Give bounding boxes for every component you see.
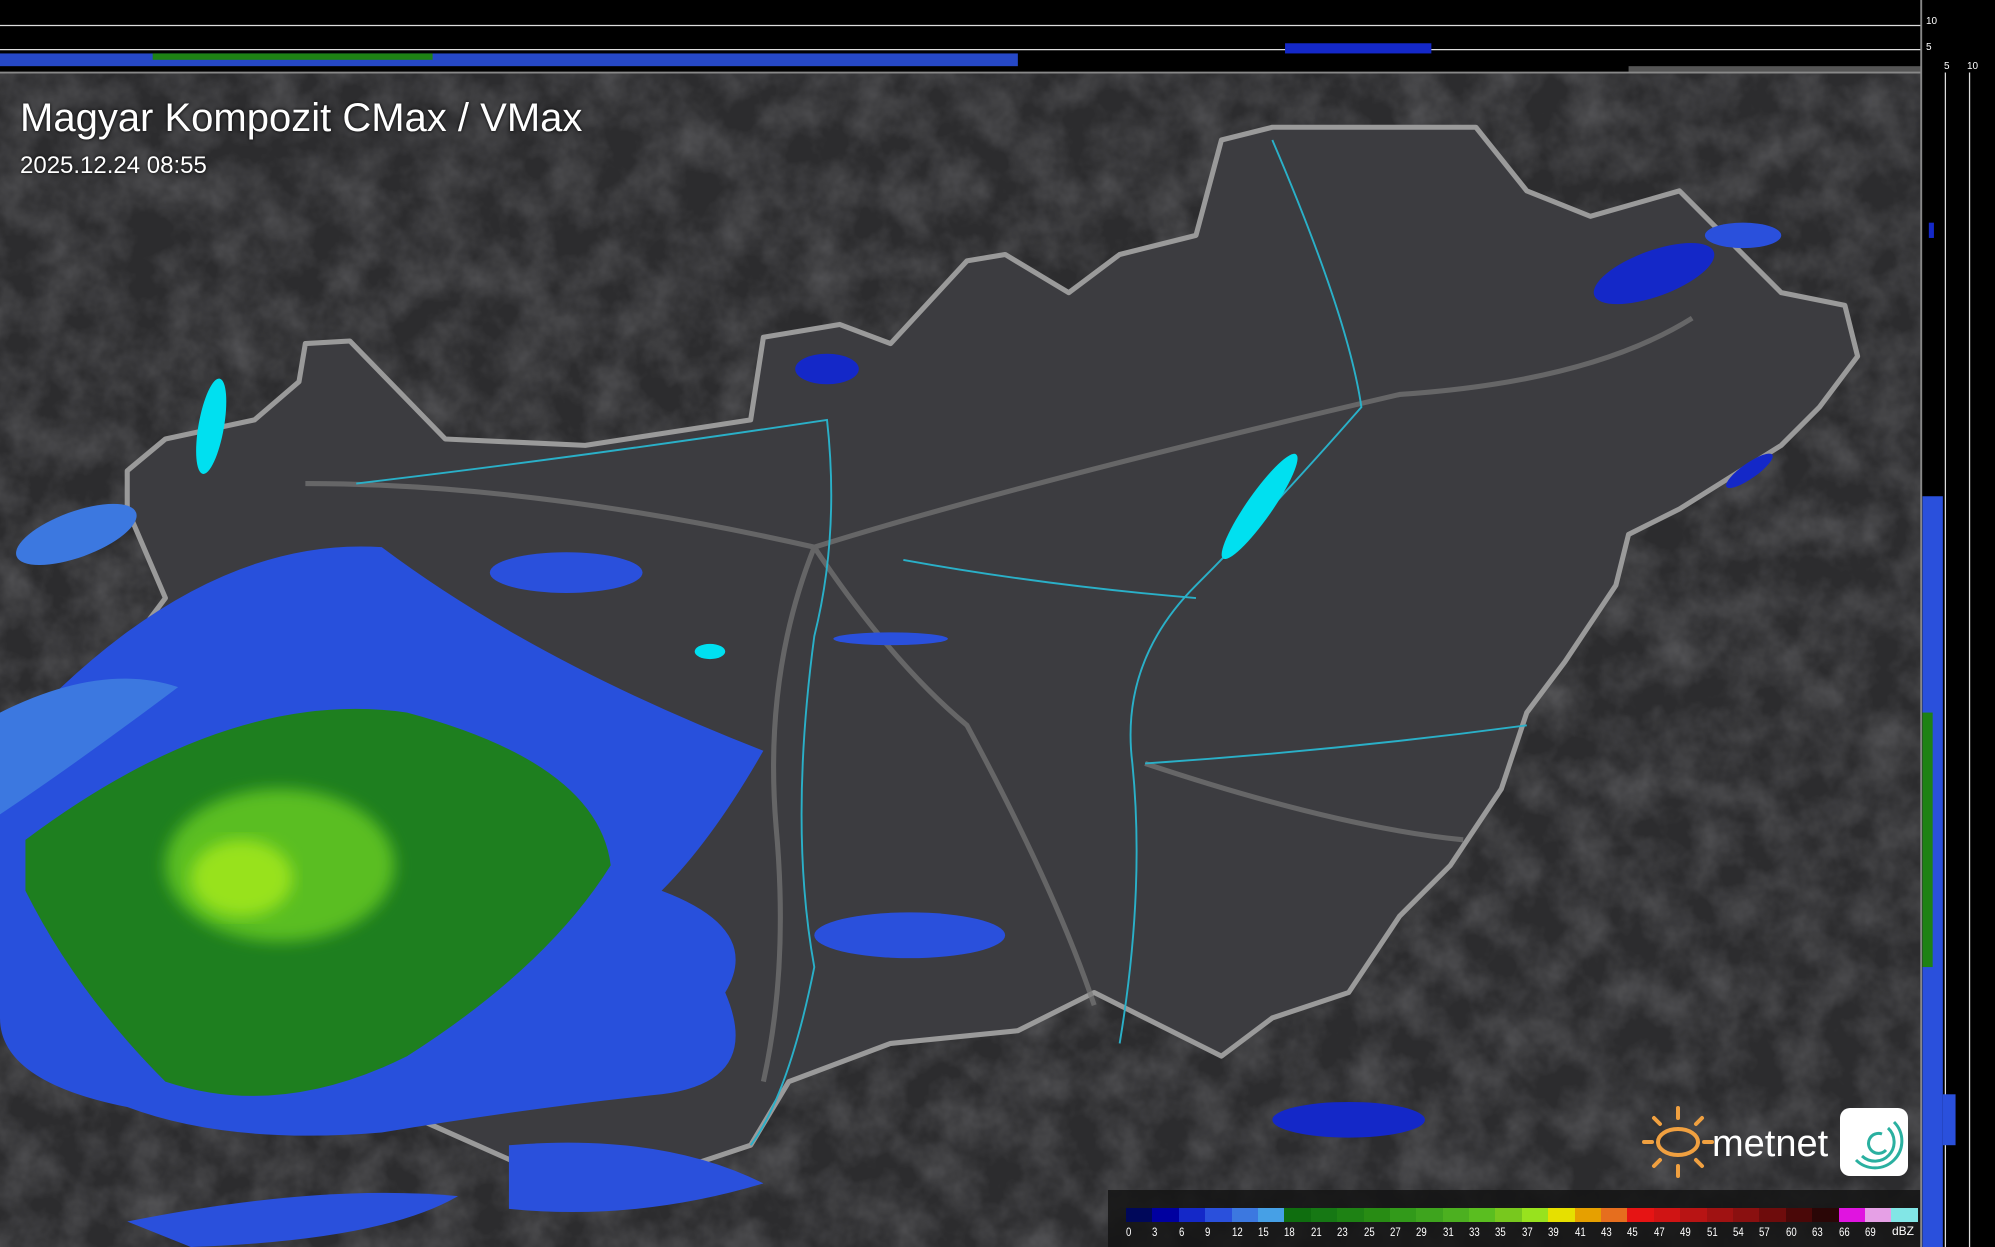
page-title: Magyar Kompozit CMax / VMax (20, 96, 583, 140)
legend-label: 31 (1442, 1225, 1454, 1239)
legend-label: 15 (1257, 1225, 1269, 1239)
legend-swatch (1257, 1208, 1285, 1222)
legend-swatch (1126, 1208, 1153, 1222)
legend-label: 33 (1469, 1225, 1480, 1239)
lake-neusiedl (196, 378, 227, 474)
legend-unit: dBZ (1891, 1224, 1914, 1238)
legend-label: 27 (1389, 1225, 1401, 1239)
timestamp: 2025.12.24 08:55 (20, 152, 207, 179)
legend-label: 0 (1126, 1225, 1132, 1239)
legend-swatch (1706, 1208, 1733, 1222)
lake-balaton (1221, 453, 1298, 560)
legend-swatch (1469, 1208, 1496, 1222)
legend-swatch (1548, 1208, 1575, 1222)
legend-label: 37 (1521, 1225, 1533, 1239)
legend-label: 43 (1601, 1225, 1612, 1239)
legend-swatch (1363, 1208, 1390, 1222)
legend-label: 57 (1759, 1225, 1771, 1239)
legend-label: 49 (1680, 1225, 1691, 1239)
legend-swatch (1442, 1208, 1470, 1222)
legend-swatch (1205, 1208, 1232, 1222)
legend-label: 12 (1231, 1225, 1243, 1239)
profile-tick-5: 5 (1926, 42, 1932, 53)
legend-swatch (1231, 1208, 1258, 1222)
legend-swatch (1601, 1208, 1628, 1222)
legend-label: 35 (1495, 1225, 1507, 1239)
legend-swatch (1759, 1208, 1786, 1222)
legend-label: 60 (1785, 1225, 1797, 1239)
legend-label: 25 (1363, 1225, 1375, 1239)
legend-swatch (1284, 1208, 1311, 1222)
legend-swatch (1152, 1208, 1179, 1222)
metnet-wordmark: metnet (1712, 1123, 1829, 1165)
legend-swatch (1680, 1208, 1707, 1222)
legend-swatch (1653, 1208, 1681, 1222)
legend-swatch (1389, 1208, 1417, 1222)
legend-swatch (1416, 1208, 1443, 1222)
app-icon (1840, 1108, 1908, 1176)
legend-label: 63 (1812, 1225, 1823, 1239)
sun-icon (1642, 1106, 1714, 1178)
legend-swatch (1785, 1208, 1813, 1222)
legend-swatch (1627, 1208, 1654, 1222)
legend-label: 3 (1152, 1225, 1158, 1239)
legend-label: 54 (1732, 1225, 1744, 1239)
legend-label: 23 (1337, 1225, 1348, 1239)
profile-tick-5-side: 5 (1944, 61, 1950, 72)
legend-swatch (1574, 1208, 1602, 1222)
legend-swatch (1838, 1208, 1865, 1222)
legend-label: 45 (1627, 1225, 1639, 1239)
legend-label: 69 (1864, 1225, 1876, 1239)
legend-swatch (1732, 1208, 1760, 1222)
legend-label: 29 (1416, 1225, 1427, 1239)
legend-label: 6 (1178, 1225, 1185, 1239)
legend-swatch (1891, 1208, 1918, 1222)
legend-swatch (1812, 1208, 1839, 1222)
legend-swatch (1178, 1208, 1206, 1222)
legend-swatch (1337, 1208, 1364, 1222)
legend-label: 21 (1310, 1225, 1322, 1239)
lake-velence (694, 643, 726, 660)
legend-label: 39 (1548, 1225, 1559, 1239)
legend-swatch (1495, 1208, 1522, 1222)
rivers (356, 139, 1527, 1146)
legend-label: 18 (1284, 1225, 1296, 1239)
legend-label: 41 (1574, 1225, 1586, 1239)
legend-swatch (1864, 1208, 1892, 1222)
legend-label: 51 (1706, 1225, 1718, 1239)
legend-label: 47 (1653, 1225, 1665, 1239)
legend-swatch (1521, 1208, 1549, 1222)
legend-label: 66 (1838, 1225, 1850, 1239)
radar-echoes (0, 222, 1782, 1247)
roads (305, 315, 1694, 1083)
profile-tick-10: 10 (1926, 16, 1938, 27)
metnet-logo: metnet (1638, 1104, 1918, 1185)
legend-swatches (1126, 1208, 1918, 1222)
legend-swatch (1310, 1208, 1338, 1222)
dbz-legend: 0 3 6 9 12 15 18 21 23 25 27 29 31 33 35 37 39 41 43 45 47 49… (1108, 1190, 1920, 1247)
profile-tick-10-side: 10 (1967, 61, 1979, 72)
legend-label: 9 (1205, 1225, 1211, 1239)
legend-labels: 0 3 6 9 12 15 18 21 23 25 27 29 31 33 35 37 39 41 43 45 47 49… (1126, 1225, 1891, 1239)
